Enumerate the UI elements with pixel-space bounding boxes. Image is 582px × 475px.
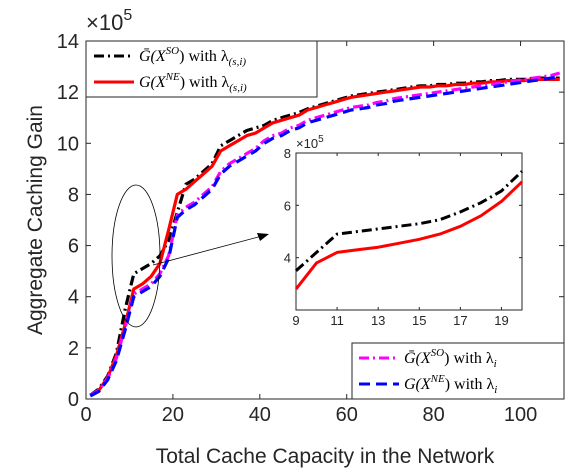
inset-plot-area xyxy=(295,152,523,311)
inset-y-tick-label: 4 xyxy=(284,251,291,266)
legend-top-entry-2: G(XNE) with λ(s,i) xyxy=(139,71,247,94)
main-y-tick-label: 8 xyxy=(68,184,79,206)
zoom-arrow-line xyxy=(152,235,263,266)
inset-series-group xyxy=(294,170,524,291)
main-x-tick-label: 80 xyxy=(423,404,445,426)
main-series-group xyxy=(89,71,561,398)
main-y-tick-label: 2 xyxy=(68,338,79,360)
main-x-tick-label: 20 xyxy=(162,404,184,426)
zoom-ellipse xyxy=(111,184,161,328)
main-ticks: 0 20 40 60 80 100 0 2 4 6 8 10 12 14 xyxy=(57,31,564,426)
inset-ticks: 9 11 13 15 17 19 4 6 8 xyxy=(284,146,522,328)
main-series-line-2 xyxy=(89,77,560,397)
legend-bottom-entry-2: G(XNE) with λi xyxy=(404,373,497,396)
main-series-line-3 xyxy=(89,71,561,397)
legend-top: Ḡ(XSO) with λ(s,i) G(XNE) with λ(s,i) xyxy=(85,40,318,98)
inset-x-tick-label: 9 xyxy=(292,313,299,328)
legend-bottom: Ḡ(XSO) with λi G(XNE) with λi xyxy=(351,342,565,400)
main-y-tick-label: 6 xyxy=(68,236,79,258)
main-x-tick-label: 40 xyxy=(249,404,271,426)
main-y-tick-label: 0 xyxy=(68,389,79,411)
y-axis-label: Aggregate Caching Gain xyxy=(24,105,47,335)
main-y-tick-label: 12 xyxy=(57,82,79,104)
zoom-arrow-head xyxy=(257,233,269,241)
inset-x-tick-label: 15 xyxy=(412,313,426,328)
main-y-tick-label: 4 xyxy=(68,287,79,309)
main-series-line-4 xyxy=(89,75,560,398)
inset-x-tick-label: 13 xyxy=(371,313,385,328)
inset-x-tick-label: 17 xyxy=(453,313,467,328)
legend-bottom-entry-1: Ḡ(XSO) with λi xyxy=(404,347,497,370)
x-axis-label: Total Cache Capacity in the Network xyxy=(156,445,495,468)
inset-y-tick-label: 8 xyxy=(284,146,291,161)
legend-top-entry-1: Ḡ(XSO) with λ(s,i) xyxy=(139,45,246,68)
main-y-tick-label: 10 xyxy=(57,133,79,155)
inset-x-tick-label: 19 xyxy=(494,313,508,328)
inset-y-tick-label: 6 xyxy=(284,198,291,213)
main-x-tick-label: 100 xyxy=(504,404,537,426)
inset-series-line-1 xyxy=(294,170,524,272)
main-multiplier: ×105 xyxy=(86,7,132,35)
inset-series-line-2 xyxy=(294,180,524,291)
main-x-tick-label: 60 xyxy=(336,404,358,426)
main-y-tick-label: 14 xyxy=(57,31,79,53)
main-x-tick-label: 0 xyxy=(80,404,91,426)
inset-x-tick-label: 11 xyxy=(330,313,344,328)
inset-multiplier: ×105 xyxy=(296,134,324,151)
